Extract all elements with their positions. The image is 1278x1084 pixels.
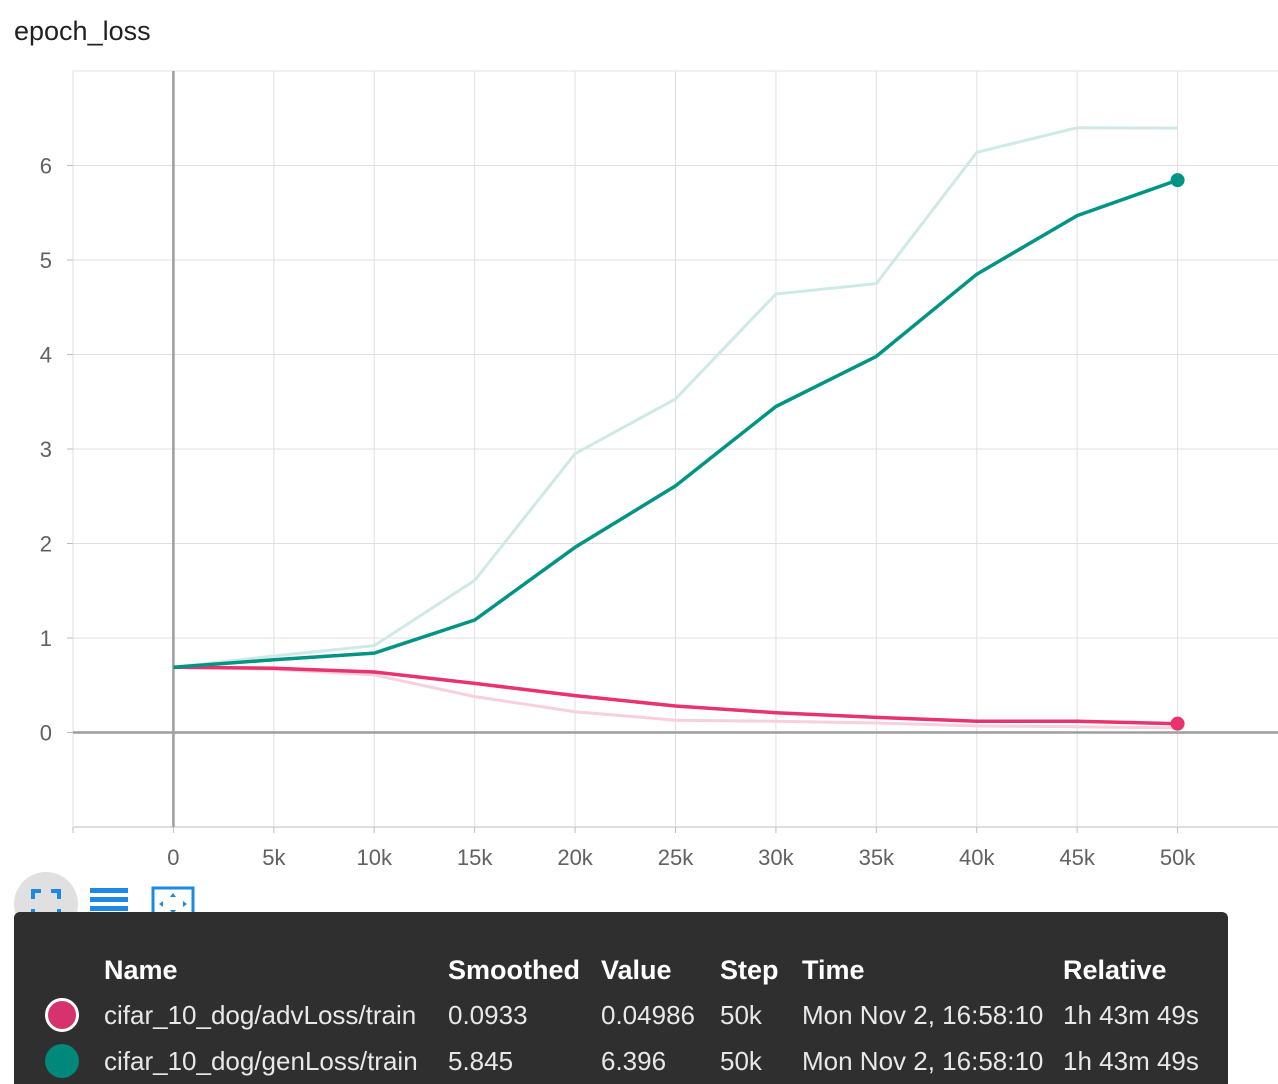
series-tooltip: Name Smoothed Value Step Time Relative c…	[14, 912, 1228, 1084]
raw-series-line	[173, 665, 1178, 730]
swatch-header	[42, 948, 104, 992]
y-tick-label: 5	[40, 248, 52, 273]
tooltip-header-row: Name Smoothed Value Step Time Relative	[42, 948, 1213, 992]
series-swatch-icon	[45, 1044, 79, 1079]
x-tick-label: 5k	[262, 845, 286, 868]
row-smoothed: 0.0933	[448, 999, 528, 1030]
swatch-cell	[42, 992, 104, 1038]
row-value: 6.396	[601, 1045, 667, 1076]
chart-title: epoch_loss	[14, 16, 151, 46]
smoothed-series-line	[173, 665, 1178, 726]
header-time: Time	[802, 954, 865, 985]
row-value: 0.04986	[601, 999, 695, 1030]
header-value: Value	[601, 954, 672, 985]
x-tick-label: 20k	[557, 845, 593, 868]
row-time: Mon Nov 2, 16:58:10	[802, 1045, 1044, 1076]
swatch-cell	[42, 1038, 104, 1084]
y-tick-label: 4	[40, 343, 52, 368]
header-name: Name	[104, 954, 178, 985]
x-tick-label: 25k	[658, 845, 694, 868]
hover-markers	[1170, 173, 1185, 731]
axes	[67, 71, 1278, 833]
y-tick-label: 6	[40, 154, 52, 179]
x-tick-label: 40k	[959, 845, 995, 868]
series-swatch-icon	[45, 998, 79, 1033]
row-step: 50k	[720, 999, 762, 1030]
row-relative: 1h 43m 49s	[1063, 1045, 1199, 1076]
y-tick-label: 3	[40, 437, 52, 462]
row-time: Mon Nov 2, 16:58:10	[802, 999, 1044, 1030]
tick-labels: 0 5k 10k 15k 20k 25k 30k 35k 40k 45k 50k 0 1 2 3 4 5 6	[40, 154, 1197, 869]
x-tick-label: 15k	[457, 845, 493, 868]
tooltip-table: Name Smoothed Value Step Time Relative c…	[42, 948, 1213, 1084]
header-step: Step	[720, 954, 779, 985]
smoothed-series-line	[173, 178, 1179, 670]
header-relative: Relative	[1063, 954, 1167, 985]
smoothed-series	[173, 178, 1179, 726]
header-smoothed: Smoothed	[448, 954, 580, 985]
row-smoothed: 5.845	[448, 1045, 514, 1076]
y-tick-label: 2	[40, 532, 52, 557]
chart-plot[interactable]: 0 5k 10k 15k 20k 25k 30k 35k 40k 45k 50k 0 1 2 3 4 5 6	[0, 0, 1278, 868]
fullscreen-icon	[31, 889, 61, 919]
hover-point	[1170, 173, 1185, 188]
row-relative: 1h 43m 49s	[1063, 999, 1199, 1030]
hover-point	[1170, 716, 1185, 731]
x-tick-label: 10k	[357, 845, 393, 868]
raw-series-line	[173, 126, 1178, 669]
tooltip-row: cifar_10_dog/genLoss/train 5.845 6.396 5…	[42, 1038, 1213, 1084]
x-tick-label: 0	[167, 845, 179, 868]
grid	[72, 70, 1278, 828]
x-tick-label: 45k	[1059, 845, 1095, 868]
row-name: cifar_10_dog/advLoss/train	[104, 999, 417, 1030]
x-tick-label: 35k	[859, 845, 895, 868]
row-name: cifar_10_dog/genLoss/train	[104, 1045, 418, 1076]
x-tick-label: 30k	[758, 845, 794, 868]
tooltip-row: cifar_10_dog/advLoss/train 0.0933 0.0498…	[42, 992, 1213, 1038]
raw-series	[173, 126, 1178, 730]
x-tick-label: 50k	[1160, 845, 1196, 868]
y-tick-label: 0	[40, 721, 52, 746]
row-step: 50k	[720, 1045, 762, 1076]
y-tick-label: 1	[40, 626, 52, 651]
